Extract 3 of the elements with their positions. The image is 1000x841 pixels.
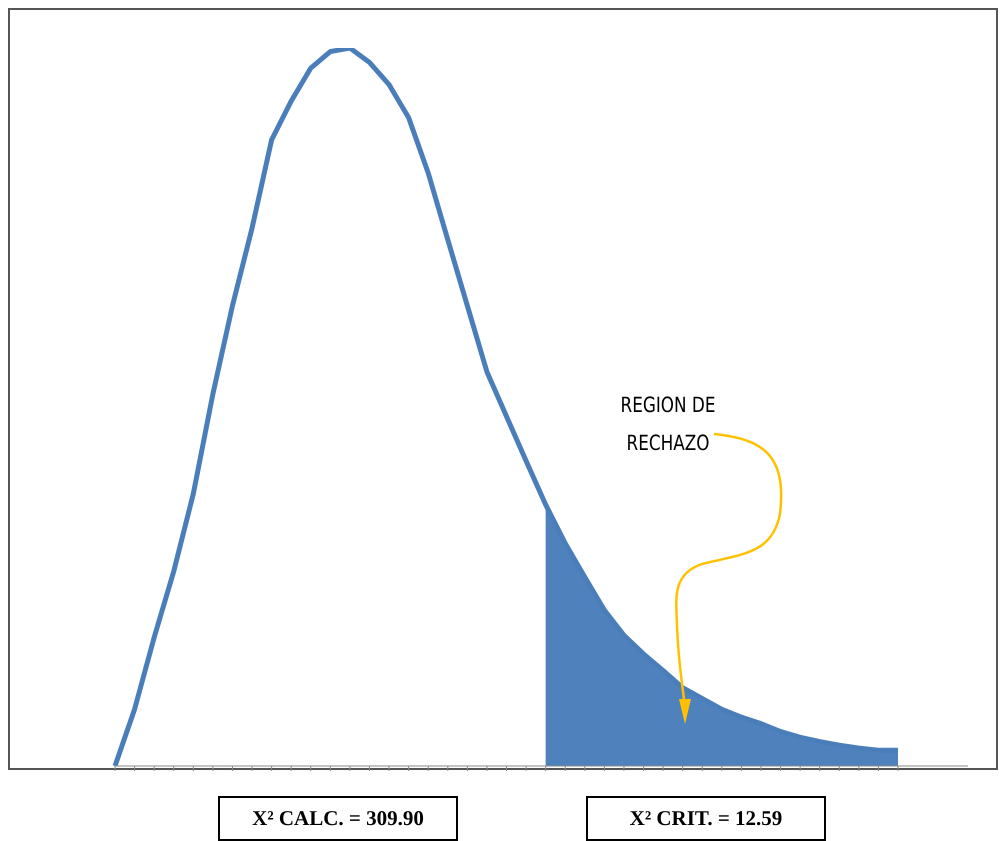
text: X² CALC. = 309.90 xyxy=(218,796,458,841)
annotation: REGION DE RECHAZO xyxy=(620,392,716,457)
text: X² CRIT. = 12.59 xyxy=(586,796,826,841)
